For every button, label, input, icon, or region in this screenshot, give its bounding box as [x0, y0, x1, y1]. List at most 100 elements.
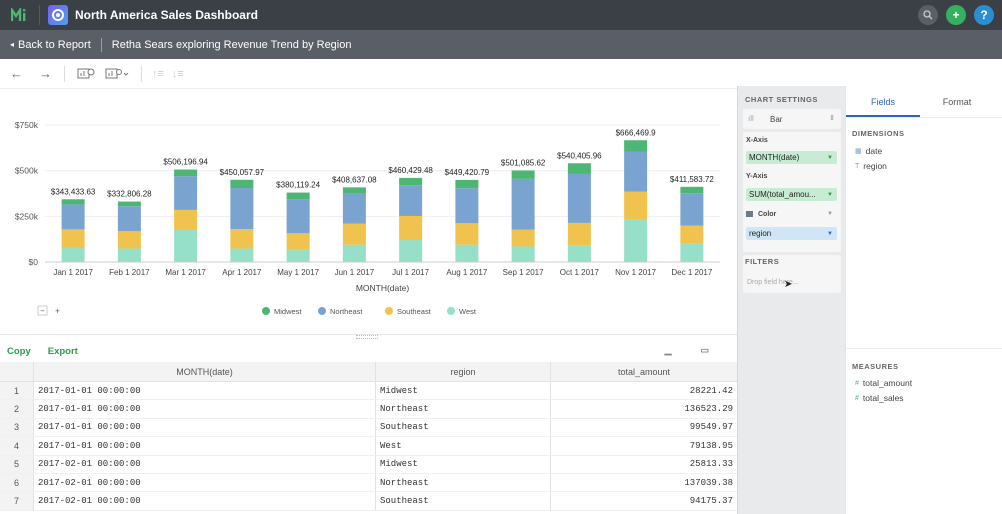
bar-segment-west [455, 244, 479, 262]
cell-region: Southeast [376, 492, 551, 510]
table-row[interactable]: 2 2017-01-01 00:00:00 Northeast 136523.29 [0, 400, 737, 419]
table-row[interactable]: 6 2017-02-01 00:00:00 Northeast 137039.38 [0, 473, 737, 493]
bar-segment-midwest [230, 179, 254, 189]
number-type-icon: # [855, 394, 859, 402]
app-title: North America Sales Dashboard [75, 8, 258, 22]
mode-logo-icon[interactable] [11, 8, 29, 22]
table-row[interactable]: 5 2017-02-01 00:00:00 Midwest 25813.33 [0, 455, 737, 474]
color-swatch-icon [746, 211, 753, 217]
chart-area: $0 $250k $500k $750k $343,433.63 Jan 1 2017 $3… [0, 89, 737, 334]
y-tick-label: $500k [15, 166, 39, 176]
refresh-chart-icon[interactable] [105, 68, 129, 80]
app-icon[interactable] [48, 5, 68, 25]
panel-tabs: Fields Format [846, 86, 1002, 118]
sort-descending-icon[interactable]: ↓≡ [171, 67, 184, 80]
table-row[interactable]: 3 2017-01-01 00:00:00 Southeast 99549.97 [0, 418, 737, 438]
column-header-region[interactable]: region [376, 362, 551, 381]
chart-settings-panel: CHART SETTINGS ıll Bar ⇕ X-Axis MONTH(da… [737, 86, 845, 514]
minimize-icon[interactable]: ▁ [664, 345, 672, 355]
export-button[interactable]: Export [47, 345, 78, 357]
field-total-amount[interactable]: # total_amount [855, 378, 912, 388]
legend-swatch [262, 307, 270, 315]
table-row[interactable]: 1 2017-01-01 00:00:00 Midwest 28221.42 [0, 382, 737, 401]
add-icon[interactable]: + [946, 5, 966, 25]
bar-total-label: $343,433.63 [51, 187, 96, 196]
zoom-in-button[interactable]: + [55, 307, 60, 316]
bar-segment-west [567, 245, 591, 262]
bar-segment-northeast [174, 176, 198, 210]
bar-segment-northeast [342, 193, 366, 224]
divider [100, 37, 102, 52]
select-arrows-icon: ⇕ [829, 115, 835, 122]
bar-segment-northeast [286, 199, 310, 234]
column-header-total-amount[interactable]: total_amount [617, 366, 671, 377]
chart-view-icon[interactable] [77, 68, 95, 80]
bar-segment-west [174, 230, 198, 262]
bar-segment-southeast [511, 229, 535, 247]
table-row[interactable]: 7 2017-02-01 00:00:00 Southeast 94175.37 [0, 492, 737, 511]
search-icon[interactable] [918, 5, 938, 25]
bar-total-label: $506,196.94 [163, 158, 208, 167]
chevron-down-icon[interactable]: ▼ [827, 154, 833, 161]
copy-button[interactable]: Copy [7, 345, 31, 357]
field-label: total_amount [862, 378, 913, 388]
y-axis-pill[interactable]: SUM(total_amou... ▼ [746, 188, 837, 201]
chart-toolbar: ← → ↑≡ ↓≡ [0, 59, 737, 89]
maximize-icon[interactable]: ▭ [700, 345, 709, 355]
cell-date: 2017-01-01 00:00:00 [34, 437, 376, 455]
back-label: Back to Report [18, 38, 91, 51]
undo-arrow-icon[interactable]: ← [10, 66, 23, 81]
table-row[interactable]: 4 2017-01-01 00:00:00 West 79138.95 [0, 437, 737, 456]
table-header: MONTH(date) region total_amount [0, 362, 737, 382]
color-pill[interactable]: region ▼ [746, 227, 837, 240]
cell-date: 2017-02-01 00:00:00 [34, 473, 376, 492]
bar-total-label: $408,637.08 [332, 175, 377, 184]
legend-label: West [459, 307, 477, 316]
bar-segment-southeast [624, 191, 648, 220]
filters-drop-zone[interactable]: Drop field here... [747, 279, 799, 286]
x-tick-label: Apr 1 2017 [222, 268, 262, 277]
redo-arrow-icon[interactable]: → [39, 66, 52, 81]
bar-segment-southeast [455, 223, 479, 245]
bar-segment-northeast [680, 193, 704, 226]
mouse-cursor-icon: ➤ [784, 279, 793, 290]
bar-segment-west [342, 244, 366, 262]
chevron-down-icon[interactable]: ▼ [827, 211, 833, 217]
filters-shelf: FILTERS Drop field here... ➤ [743, 255, 841, 293]
bar-segment-midwest [680, 186, 704, 194]
sort-ascending-icon[interactable]: ↑≡ [152, 67, 164, 80]
bar-segment-southeast [230, 229, 254, 249]
zoom-out-button[interactable] [37, 305, 48, 316]
color-encoding[interactable]: Color ▼ [746, 208, 837, 220]
bar-segment-northeast [624, 151, 648, 192]
column-header-month[interactable]: MONTH(date) [34, 362, 376, 381]
bar-segment-midwest [117, 201, 141, 207]
x-tick-label: Oct 1 2017 [560, 268, 600, 277]
chart-settings-title: CHART SETTINGS [745, 95, 818, 104]
y-tick-label: $750k [15, 120, 39, 130]
bar-total-label: $501,085.62 [501, 158, 546, 167]
bar-total-label: $332,806.28 [107, 190, 152, 199]
bar-segment-southeast [567, 222, 591, 246]
resize-divider[interactable] [0, 334, 737, 342]
cell-region: Midwest [376, 382, 551, 400]
cell-date: 2017-01-01 00:00:00 [34, 418, 376, 437]
tab-fields[interactable]: Fields [846, 86, 920, 117]
cell-region: West [376, 437, 551, 455]
chevron-down-icon[interactable]: ▼ [827, 191, 833, 198]
cell-amount: 94175.37 [689, 496, 733, 507]
x-axis-pill[interactable]: MONTH(date) ▼ [746, 151, 837, 164]
back-to-report-button[interactable]: ◂ Back to Report [10, 39, 91, 51]
chart-type-select[interactable]: ıll Bar ⇕ [743, 109, 841, 129]
chevron-down-icon[interactable]: ▼ [827, 230, 833, 237]
help-icon[interactable]: ? [974, 5, 994, 25]
field-total-sales[interactable]: # total_sales [855, 393, 904, 403]
color-value: region [749, 229, 772, 238]
tab-format[interactable]: Format [942, 97, 972, 107]
bar-chart-icon: ıll [748, 114, 754, 123]
field-date[interactable]: ▦ date [855, 146, 882, 156]
drag-handle-icon[interactable] [356, 335, 378, 339]
divider [846, 348, 1002, 349]
bar-segment-northeast [61, 204, 85, 230]
